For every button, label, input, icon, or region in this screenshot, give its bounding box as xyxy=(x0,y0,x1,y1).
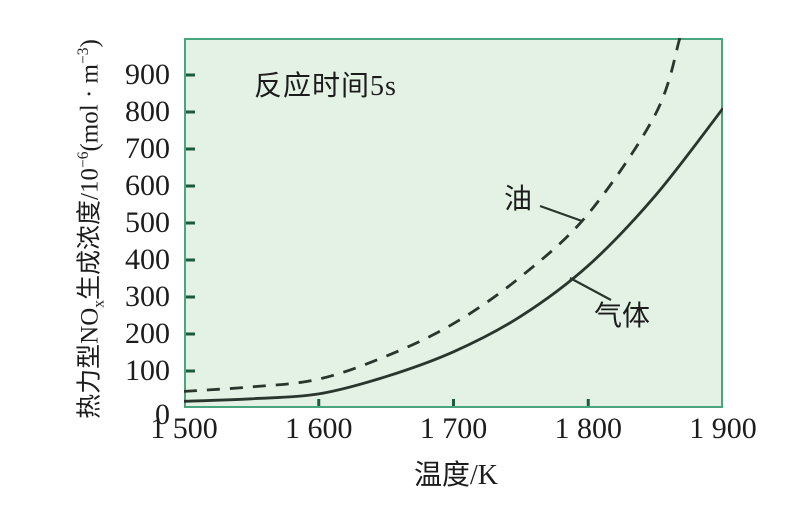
y-tick-label: 0 xyxy=(155,398,170,431)
y-axis-title-part: 热力型NO xyxy=(76,307,104,419)
y-axis-title-part: (mol · m xyxy=(76,64,104,152)
x-tick-label: 1 800 xyxy=(554,412,623,445)
y-axis-title-part: x xyxy=(90,299,108,308)
y-tick-label: 900 xyxy=(125,58,170,91)
y-tick-label: 600 xyxy=(125,169,170,202)
x-axis-title: 温度/K xyxy=(413,460,498,491)
x-tick-label: 1 600 xyxy=(285,412,353,445)
y-tick-label: 200 xyxy=(125,317,170,350)
y-tick-label: 500 xyxy=(125,206,170,239)
x-tick-label: 1 900 xyxy=(689,412,757,445)
y-axis-title-part: −3 xyxy=(75,47,92,65)
x-tick-label: 1 700 xyxy=(419,412,488,445)
y-tick-label: 100 xyxy=(125,354,170,387)
y-axis-title-part: −6 xyxy=(75,151,92,169)
y-tick-label: 700 xyxy=(125,132,170,165)
y-tick-label: 400 xyxy=(125,243,170,276)
reaction-time-annotation: 反应时间5s xyxy=(254,71,397,102)
curve-label-gas: 气体 xyxy=(594,301,651,332)
y-tick-label: 300 xyxy=(125,280,170,313)
curve-label-oil: 油 xyxy=(504,184,533,215)
y-axis-title-part: 生成浓度/10 xyxy=(76,168,104,300)
y-axis-title: 热力型NOx生成浓度/10−6(mol · m−3) xyxy=(67,14,107,444)
y-tick-label: 800 xyxy=(125,95,170,128)
y-axis-title-part: ) xyxy=(76,39,104,48)
x-tick-label: 1 500 xyxy=(150,412,218,445)
